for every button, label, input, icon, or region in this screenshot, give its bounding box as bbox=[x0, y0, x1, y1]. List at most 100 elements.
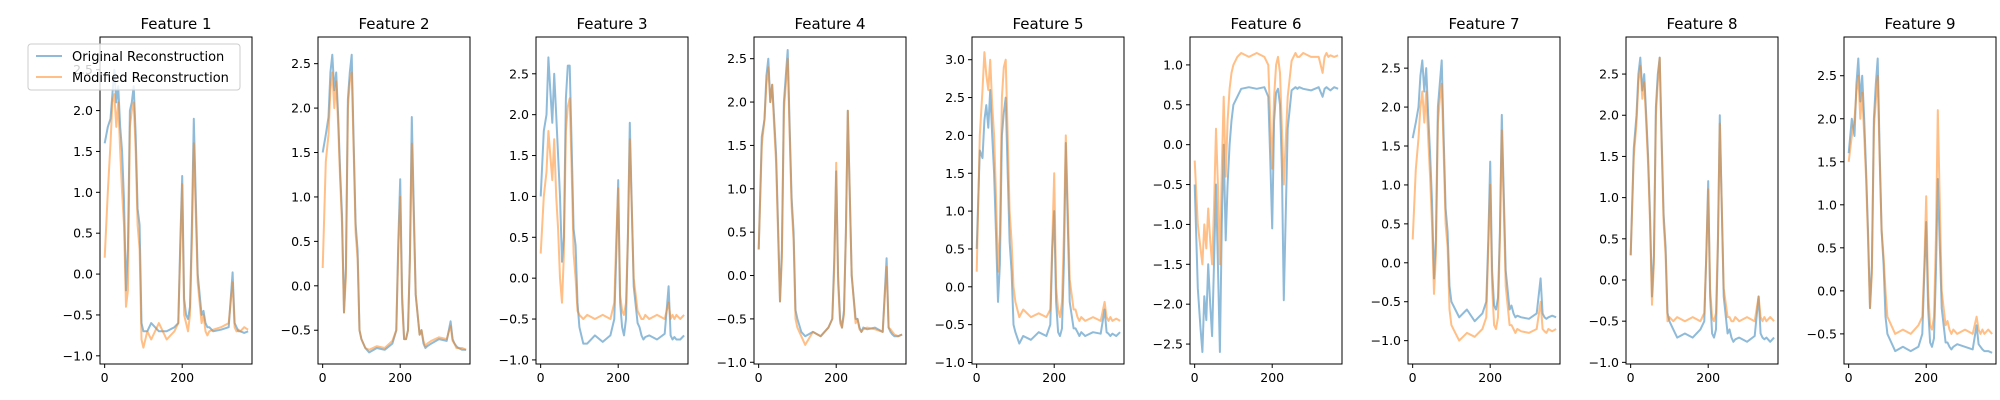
y-tick-label: 0.5 bbox=[509, 230, 529, 245]
y-tick-label: 1.5 bbox=[1817, 154, 1837, 169]
x-tick-label: 0 bbox=[101, 370, 109, 385]
y-tick-label: −1.0 bbox=[499, 352, 529, 367]
y-tick-label: 1.5 bbox=[727, 138, 747, 153]
y-tick-label: −0.5 bbox=[1153, 177, 1183, 192]
y-tick-label: 1.0 bbox=[1381, 177, 1401, 192]
y-tick-label: 0.0 bbox=[1163, 137, 1183, 152]
y-tick-label: 1.0 bbox=[727, 181, 747, 196]
subplot-7: Feature 7 −1.0 −0.5 0.0 0.5 1.0 1.5 2.0 2.5 0 200 bbox=[1371, 15, 1561, 385]
series-line-original bbox=[1193, 86, 1339, 353]
y-tick-label: −0.5 bbox=[1807, 326, 1837, 341]
y-tick-label: 1.0 bbox=[1817, 197, 1837, 212]
y-tick-label: 1.5 bbox=[509, 148, 529, 163]
y-tick-label: 2.5 bbox=[727, 51, 747, 66]
y-tick-label: 2.0 bbox=[727, 95, 747, 110]
y-tick-label: 0.5 bbox=[1163, 97, 1183, 112]
y-tick-label: −2.5 bbox=[1153, 337, 1183, 352]
series-line-original bbox=[975, 89, 1121, 345]
y-tick-label: 2.0 bbox=[1381, 100, 1401, 115]
x-tick-label: 200 bbox=[606, 370, 630, 385]
y-tick-label: 2.0 bbox=[1817, 111, 1837, 126]
series-line-modified bbox=[975, 51, 1121, 322]
axes-frame bbox=[535, 36, 689, 365]
y-tick-label: −1.0 bbox=[1153, 217, 1183, 232]
subplot-title: Feature 7 bbox=[1449, 15, 1520, 33]
y-tick-label: 2.0 bbox=[509, 107, 529, 122]
subplot-5: Feature 5 −1.0 −0.5 0.0 0.5 1.0 1.5 2.0 2.5 3.0 0 2… bbox=[935, 15, 1125, 385]
x-tick-label: 0 bbox=[755, 370, 763, 385]
axes-frame bbox=[1625, 36, 1779, 365]
subplot-4: Feature 4 −1.0 −0.5 0.0 0.5 1.0 1.5 2.0 2.5 0 200 bbox=[717, 15, 907, 385]
axes-frame bbox=[753, 36, 907, 365]
x-tick-label: 200 bbox=[1260, 370, 1284, 385]
y-tick-label: 2.0 bbox=[1599, 108, 1619, 123]
legend: Original Reconstruction Modified Reconst… bbox=[27, 43, 241, 91]
y-tick-label: −1.0 bbox=[717, 355, 747, 370]
axes-frame bbox=[971, 36, 1125, 365]
y-tick-label: 0.5 bbox=[1599, 231, 1619, 246]
y-tick-label: −0.5 bbox=[63, 307, 93, 322]
y-tick-label: 0.0 bbox=[727, 268, 747, 283]
y-tick-label: −0.5 bbox=[1589, 314, 1619, 329]
y-tick-label: 2.5 bbox=[1599, 67, 1619, 82]
y-tick-label: −0.5 bbox=[499, 312, 529, 327]
x-tick-label: 200 bbox=[388, 370, 412, 385]
series-line-modified bbox=[757, 57, 903, 346]
series-line-modified bbox=[321, 71, 467, 351]
y-tick-label: 1.0 bbox=[291, 189, 311, 204]
x-tick-label: 0 bbox=[1409, 370, 1417, 385]
y-tick-label: 2.5 bbox=[509, 66, 529, 81]
x-tick-label: 200 bbox=[170, 370, 194, 385]
series-line-modified bbox=[539, 97, 685, 320]
subplot-title: Feature 6 bbox=[1231, 15, 1302, 33]
y-tick-label: 1.5 bbox=[291, 145, 311, 160]
series-line-modified bbox=[1193, 52, 1339, 266]
subplot-9: Feature 9 −0.5 0.0 0.5 1.0 1.5 2.0 2.5 0 200 bbox=[1807, 15, 1997, 385]
subplot-title: Feature 8 bbox=[1667, 15, 1738, 33]
series-line-modified bbox=[1411, 82, 1557, 342]
subplot-title: Feature 9 bbox=[1885, 15, 1956, 33]
y-tick-label: −2.0 bbox=[1153, 297, 1183, 312]
subplot-title: Feature 5 bbox=[1013, 15, 1084, 33]
x-tick-label: 200 bbox=[1478, 370, 1502, 385]
x-tick-label: 200 bbox=[1696, 370, 1720, 385]
y-tick-label: 0.5 bbox=[1817, 240, 1837, 255]
y-tick-label: 1.5 bbox=[73, 144, 93, 159]
y-tick-label: 2.5 bbox=[1817, 68, 1837, 83]
y-tick-label: 2.5 bbox=[945, 90, 965, 105]
subplot-8: Feature 8 −1.0 −0.5 0.0 0.5 1.0 1.5 2.0 2.5 0 200 bbox=[1589, 15, 1779, 385]
y-tick-label: −0.5 bbox=[717, 311, 747, 326]
x-tick-label: 0 bbox=[537, 370, 545, 385]
y-tick-label: 1.5 bbox=[1381, 139, 1401, 154]
y-tick-label: −0.5 bbox=[1371, 294, 1401, 309]
subplot-3: Feature 3 −1.0 −0.5 0.0 0.5 1.0 1.5 2.0 2.5 0 200 bbox=[499, 15, 689, 385]
x-tick-label: 200 bbox=[824, 370, 848, 385]
x-tick-label: 0 bbox=[1191, 370, 1199, 385]
axes-frame bbox=[1407, 36, 1561, 365]
y-tick-label: 2.5 bbox=[1381, 61, 1401, 76]
y-tick-label: 0.0 bbox=[1381, 255, 1401, 270]
y-tick-label: −1.0 bbox=[935, 355, 965, 370]
axes-frame bbox=[317, 36, 471, 365]
subplot-title: Feature 1 bbox=[141, 15, 212, 33]
y-tick-label: 0.5 bbox=[727, 225, 747, 240]
y-tick-label: −0.5 bbox=[935, 317, 965, 332]
y-tick-label: 1.5 bbox=[945, 166, 965, 181]
series-line-original bbox=[1411, 59, 1557, 323]
panels: Feature 1−1.0−0.50.00.51.01.52.02.50200F… bbox=[63, 15, 1997, 385]
y-tick-label: 2.0 bbox=[291, 101, 311, 116]
y-tick-label: 0.5 bbox=[73, 226, 93, 241]
x-tick-label: 200 bbox=[1914, 370, 1938, 385]
y-tick-label: 0.5 bbox=[1381, 216, 1401, 231]
legend-label-modified: Modified Reconstruction bbox=[72, 71, 229, 86]
y-tick-label: 1.5 bbox=[1599, 149, 1619, 164]
subplot-title: Feature 4 bbox=[795, 15, 866, 33]
y-tick-label: 3.0 bbox=[945, 52, 965, 67]
x-tick-label: 0 bbox=[319, 370, 327, 385]
y-tick-label: −1.0 bbox=[1589, 355, 1619, 370]
y-tick-label: 0.0 bbox=[73, 267, 93, 282]
series-line-modified bbox=[1629, 56, 1775, 323]
subplot-title: Feature 2 bbox=[359, 15, 430, 33]
